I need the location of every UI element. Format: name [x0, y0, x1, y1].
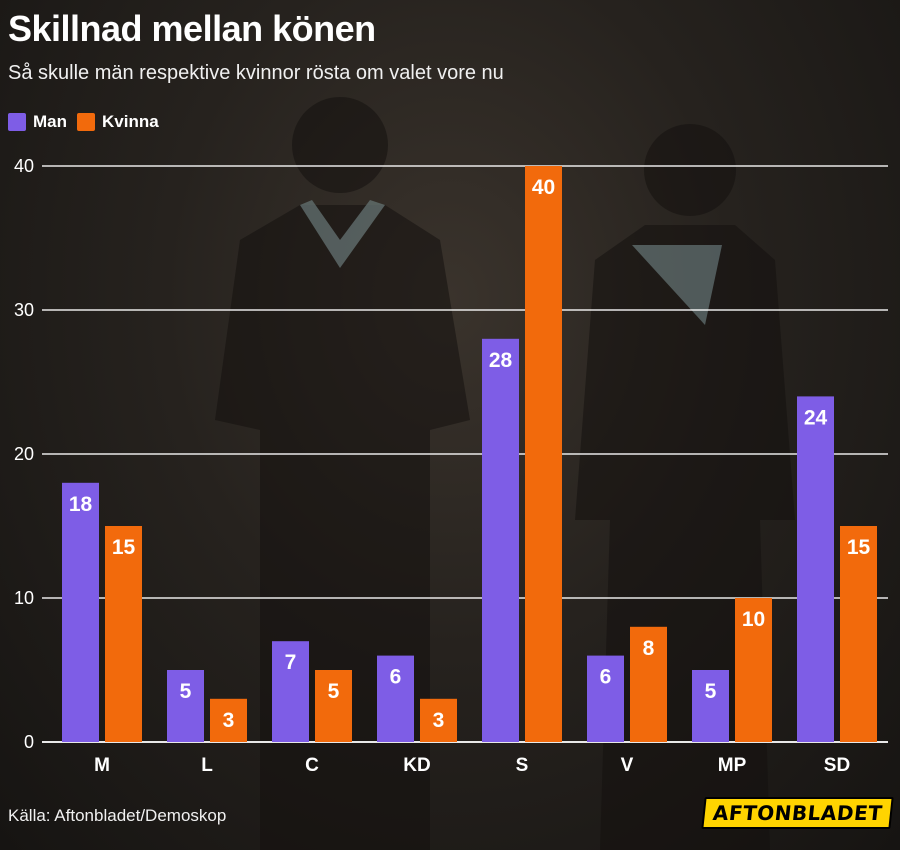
legend-label-man: Man	[33, 112, 67, 131]
bar-kvinna-kd	[420, 698, 457, 742]
aftonbladet-logo: AFTONBLADET	[700, 797, 894, 829]
data-label: 24	[804, 406, 828, 429]
chart-title: Skillnad mellan könen	[8, 8, 376, 49]
x-tick-label: S	[516, 755, 529, 776]
bar-kvinna-s	[525, 166, 562, 742]
data-label: 5	[705, 680, 717, 703]
data-label: 15	[112, 536, 136, 559]
data-label: 10	[742, 608, 765, 631]
bar-man-m	[62, 482, 99, 742]
x-tick-label: KD	[403, 755, 430, 776]
bar-man-kd	[377, 655, 414, 742]
legend-item-kvinna: Kvinna	[77, 112, 159, 132]
x-tick-label: M	[94, 755, 110, 776]
x-tick-label: SD	[824, 755, 850, 776]
data-label: 5	[328, 680, 340, 703]
data-label: 15	[847, 536, 871, 559]
legend-label-kvinna: Kvinna	[102, 112, 159, 131]
x-tick-label: C	[305, 755, 319, 776]
data-label: 6	[390, 666, 402, 689]
bar-man-l	[167, 670, 204, 742]
y-tick-label: 30	[14, 300, 34, 320]
legend-swatch-man	[8, 113, 26, 131]
data-label: 28	[489, 349, 513, 372]
x-tick-label: V	[621, 755, 634, 776]
bar-man-c	[272, 641, 309, 742]
chart-subtitle: Så skulle män respektive kvinnor rösta o…	[8, 62, 504, 84]
y-tick-label: 10	[14, 588, 34, 608]
data-label: 3	[223, 709, 235, 732]
bar-kvinna-mp	[735, 598, 772, 742]
data-label: 8	[643, 637, 655, 660]
legend-item-man: Man	[8, 112, 67, 132]
x-tick-label: MP	[718, 755, 747, 776]
data-label: 18	[69, 493, 93, 516]
bar-man-sd	[797, 396, 834, 742]
legend: Man Kvinna	[8, 112, 159, 132]
data-label: 40	[532, 176, 555, 199]
bar-kvinna-c	[315, 670, 352, 742]
bar-man-mp	[692, 670, 729, 742]
data-label: 7	[285, 651, 297, 674]
source-note: Källa: Aftonbladet/Demoskop	[8, 806, 227, 825]
data-label: 5	[180, 680, 192, 703]
bar-kvinna-l	[210, 698, 247, 742]
y-tick-label: 20	[14, 444, 34, 464]
legend-swatch-kvinna	[77, 113, 95, 131]
bar-man-s	[482, 338, 519, 742]
bar-kvinna-m	[105, 526, 142, 742]
y-tick-label: 40	[14, 156, 34, 176]
x-tick-label: L	[201, 755, 213, 776]
data-label: 6	[600, 666, 612, 689]
bar-man-v	[587, 655, 624, 742]
data-label: 3	[433, 709, 445, 732]
bar-kvinna-v	[630, 626, 667, 742]
y-tick-label: 0	[24, 732, 34, 752]
bar-kvinna-sd	[840, 526, 877, 742]
